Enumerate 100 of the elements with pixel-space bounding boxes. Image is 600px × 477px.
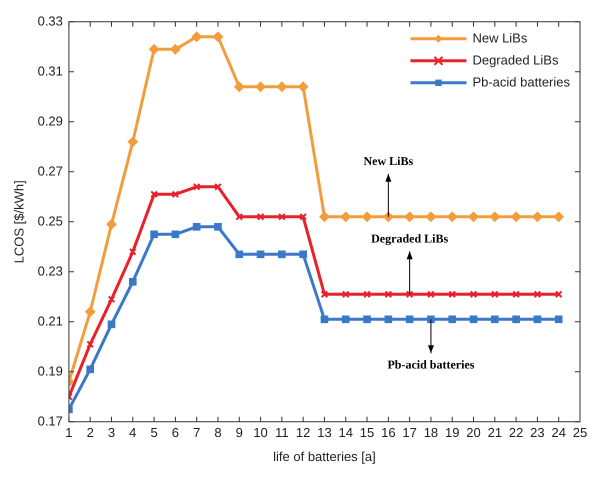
point (342, 315, 350, 324)
x-tick-label: 15 (360, 425, 374, 440)
x-tick-label: 13 (317, 425, 332, 440)
point (319, 212, 330, 222)
legend-label: Pb-acid batteries (472, 74, 570, 90)
point (404, 212, 415, 222)
y-tick-label: 0.21 (38, 313, 63, 328)
point (427, 290, 435, 298)
point (299, 212, 307, 221)
x-tick-label: 3 (108, 425, 116, 440)
point (342, 290, 350, 298)
y-axis-title: LCOS [$/kWh] (11, 180, 26, 264)
point (214, 182, 222, 191)
y-tick-label: 0.33 (38, 13, 63, 28)
x-tick-label: 23 (530, 425, 545, 440)
point (320, 315, 328, 324)
point (554, 290, 563, 298)
x-tick-label: 25 (572, 425, 588, 440)
annotation: New LiBs (364, 154, 414, 168)
x-tick-label: 5 (150, 425, 158, 440)
x-tick-label: 4 (129, 425, 136, 440)
x-tick-label: 6 (172, 425, 179, 440)
point (106, 219, 116, 230)
point (172, 190, 180, 198)
point (447, 212, 458, 222)
point (363, 290, 371, 298)
x-tick-label: 16 (381, 425, 396, 440)
point (256, 212, 264, 221)
x-tick-label: 24 (551, 425, 566, 440)
y-tick-label: 0.17 (38, 413, 63, 428)
point (470, 315, 478, 324)
point (170, 44, 180, 54)
point (363, 315, 371, 324)
point (534, 290, 542, 298)
x-tick-label: 8 (214, 425, 222, 440)
point (554, 315, 563, 324)
point (512, 315, 520, 324)
point (468, 212, 479, 222)
y-tick-label: 0.27 (38, 163, 63, 178)
point (320, 290, 328, 298)
legend-label: New LiBs (472, 30, 528, 46)
x-tick-label: 2 (86, 425, 94, 440)
y-tick-label: 0.23 (38, 263, 63, 278)
point (192, 32, 202, 42)
point (448, 290, 456, 298)
x-tick-label: 12 (296, 425, 310, 440)
point (149, 44, 160, 54)
x-tick-label: 18 (424, 425, 438, 440)
point (128, 278, 137, 286)
point (490, 290, 499, 298)
point (554, 212, 564, 222)
point (534, 315, 542, 324)
y-tick-label: 0.31 (38, 63, 63, 78)
point (490, 315, 499, 324)
point (192, 222, 201, 231)
point (256, 250, 264, 258)
point (85, 306, 96, 317)
point (108, 295, 116, 304)
x-tick-label: 1 (65, 425, 73, 440)
point (511, 212, 522, 222)
point (128, 136, 138, 147)
point (406, 290, 414, 298)
x-tick-label: 17 (402, 425, 417, 440)
point (235, 250, 244, 258)
x-tick-label: 20 (466, 425, 481, 440)
x-axis-title: life of batteries [a] (273, 448, 376, 464)
point (128, 248, 137, 256)
point (278, 212, 286, 221)
point (384, 290, 392, 298)
point (298, 82, 308, 92)
point (276, 82, 287, 92)
point (340, 212, 351, 222)
point (427, 315, 435, 324)
point (256, 82, 266, 92)
x-tick-label: 14 (338, 425, 353, 440)
point (172, 230, 180, 238)
point (384, 315, 392, 324)
y-tick-label: 0.29 (38, 113, 63, 128)
point (150, 230, 158, 238)
point (212, 32, 223, 42)
point (406, 315, 414, 324)
point (86, 365, 94, 374)
x-tick-label: 21 (488, 425, 502, 440)
point (278, 250, 286, 258)
point (235, 212, 244, 221)
point (470, 290, 478, 298)
point (234, 82, 244, 92)
point (426, 212, 436, 222)
y-tick-label: 0.19 (38, 363, 63, 378)
x-tick-label: 9 (236, 425, 243, 440)
point (490, 212, 500, 222)
x-tick-label: 7 (193, 425, 200, 440)
point (362, 212, 372, 222)
x-tick-label: 22 (508, 425, 524, 440)
annotation: Degraded LiBs (371, 231, 448, 246)
x-tick-label: 11 (275, 425, 289, 440)
annotation: Pb-acid batteries (387, 357, 475, 372)
point (192, 182, 201, 191)
x-tick-label: 10 (253, 425, 268, 440)
point (86, 340, 94, 348)
